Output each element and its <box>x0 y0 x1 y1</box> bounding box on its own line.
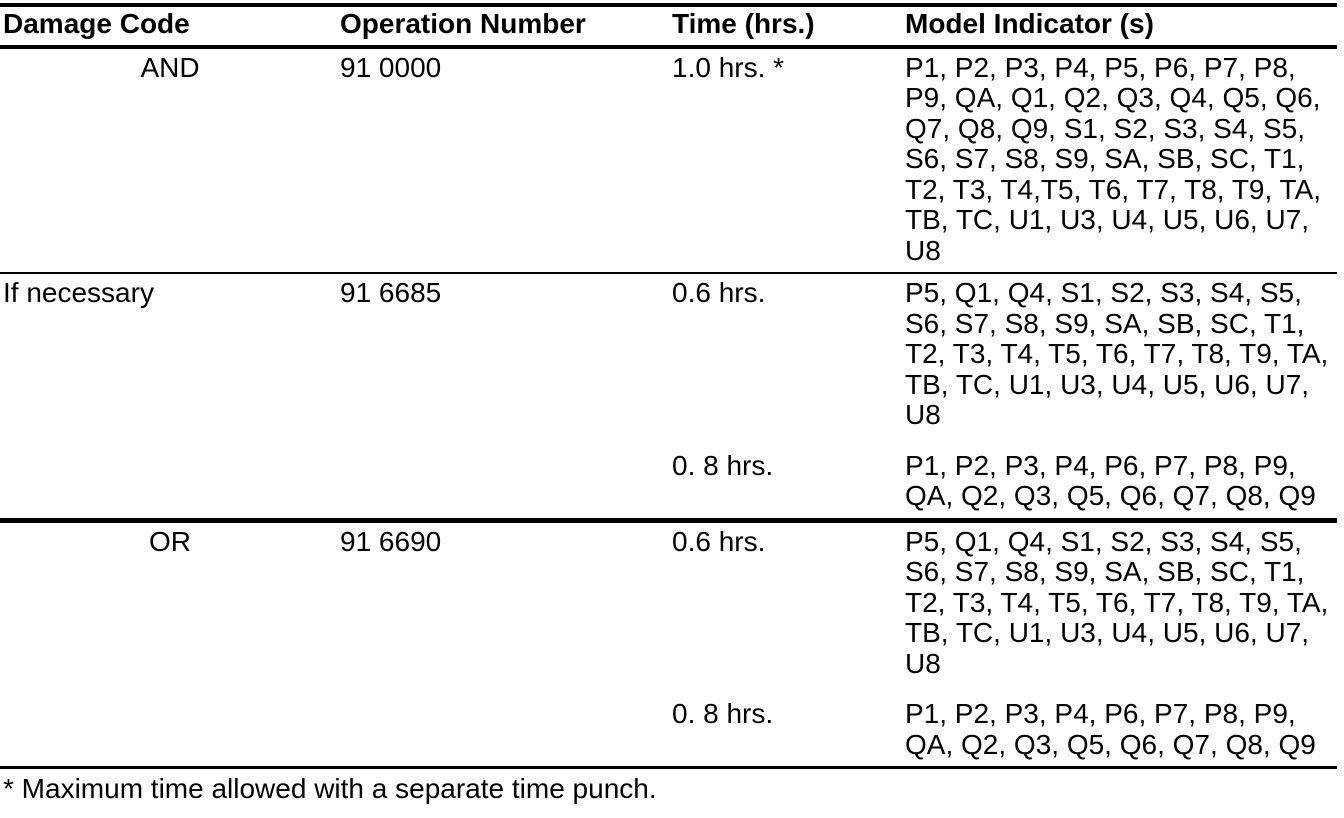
table-header-row: Damage Code Operation Number Time (hrs.)… <box>0 7 1337 45</box>
damage-code-table: Damage Code Operation Number Time (hrs.)… <box>0 3 1337 805</box>
damage-code-cell: If necessary <box>3 277 154 308</box>
time-cell: 0.6 hrs. <box>672 277 766 308</box>
table-row: AND 91 0000 1.0 hrs. * P1, P2, P3, P4, P… <box>0 49 1337 273</box>
table-row: If necessary 91 6685 0.6 hrs. P5, Q1, Q4… <box>0 274 1337 518</box>
damage-code-cell: AND <box>140 51 200 83</box>
operation-number-cell: 91 0000 <box>340 51 442 83</box>
time-indicator-block: 0. 8 hrs. P1, P2, P3, P4, P6, P7, P8, P9… <box>670 449 1337 512</box>
operation-number-cell: 91 6685 <box>340 277 442 308</box>
table-rule-row2-bottom <box>0 517 1337 523</box>
table-rule-top <box>0 3 1337 7</box>
time-indicator-cells: 0.6 hrs. P5, Q1, Q4, S1, S2, S3, S4, S5,… <box>670 277 1337 512</box>
time-cell: 0.6 hrs. <box>672 525 766 557</box>
table-rule-header-bottom <box>0 44 1337 49</box>
time-indicator-cells: 0.6 hrs. P5, Q1, Q4, S1, S2, S3, S4, S5,… <box>670 525 1337 761</box>
time-cell: 1.0 hrs. * <box>672 51 785 83</box>
table-rule-bottom <box>0 766 1337 769</box>
header-time: Time (hrs.) <box>672 8 815 39</box>
damage-code-cell: OR <box>149 525 191 557</box>
time-indicator-block: 0.6 hrs. P5, Q1, Q4, S1, S2, S3, S4, S5,… <box>670 525 1337 680</box>
model-indicators-cell: P5, Q1, Q4, S1, S2, S3, S4, S5, S6, S7, … <box>905 525 1329 679</box>
time-cell: 0. 8 hrs. <box>672 698 774 729</box>
operation-number-cell: 91 6690 <box>340 525 442 557</box>
time-indicator-block: 1.0 hrs. * P1, P2, P3, P4, P5, P6, P7, P… <box>670 51 1337 267</box>
header-model-indicator: Model Indicator (s) <box>905 8 1154 39</box>
model-indicators-cell: P1, P2, P3, P4, P6, P7, P8, P9, QA, Q2, … <box>905 698 1316 760</box>
model-indicators-cell: P1, P2, P3, P4, P5, P6, P7, P8, P9, QA, … <box>905 51 1322 266</box>
time-indicator-block: 0. 8 hrs. P1, P2, P3, P4, P6, P7, P8, P9… <box>670 698 1337 760</box>
table-rule-row1-bottom <box>0 272 1337 274</box>
table-row: OR 91 6690 0.6 hrs. P5, Q1, Q4, S1, S2, … <box>0 523 1337 767</box>
time-indicator-cells: 1.0 hrs. * P1, P2, P3, P4, P5, P6, P7, P… <box>670 51 1337 267</box>
header-damage-code: Damage Code <box>3 8 190 39</box>
model-indicators-cell: P1, P2, P3, P4, P6, P7, P8, P9, QA, Q2, … <box>905 449 1316 511</box>
time-cell: 0. 8 hrs. <box>672 449 774 481</box>
header-operation-number: Operation Number <box>340 8 586 39</box>
footnote: * Maximum time allowed with a separate t… <box>3 773 657 804</box>
model-indicators-cell: P5, Q1, Q4, S1, S2, S3, S4, S5, S6, S7, … <box>905 277 1329 430</box>
time-indicator-block: 0.6 hrs. P5, Q1, Q4, S1, S2, S3, S4, S5,… <box>670 277 1337 431</box>
